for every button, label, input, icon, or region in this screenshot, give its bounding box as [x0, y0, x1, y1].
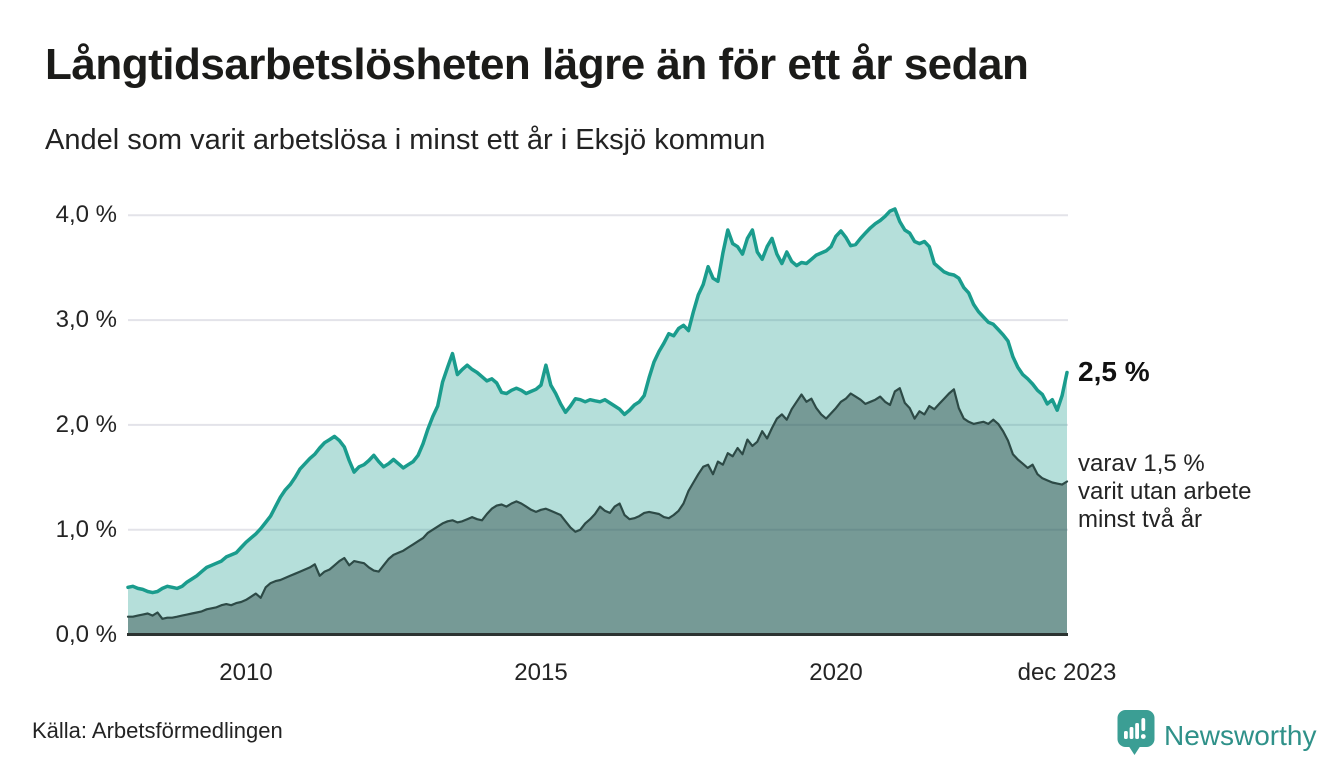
latest-value-label: 2,5 % [1078, 356, 1150, 387]
annotation-line: varav 1,5 % [1078, 450, 1205, 477]
annotation-line: varit utan arbete [1078, 478, 1252, 505]
y-axis-label: 0,0 % [55, 621, 117, 648]
page-subtitle: Andel som varit arbetslösa i minst ett å… [45, 124, 766, 156]
source-note: Källa: Arbetsförmedlingen [32, 718, 283, 743]
x-axis-label: 2015 [514, 659, 568, 686]
y-axis-label: 1,0 % [55, 516, 117, 543]
y-axis-label: 3,0 % [55, 306, 117, 333]
newsworthy-bubble-icon [1117, 710, 1155, 755]
x-axis-label: 2020 [809, 659, 863, 686]
x-axis-label: 2010 [219, 659, 273, 686]
area-fill-min-one-year [128, 209, 1067, 635]
annotation-line: minst två år [1078, 506, 1203, 533]
page-title: Långtidsarbetslösheten lägre än för ett … [45, 40, 1029, 89]
y-axis-label: 2,0 % [55, 411, 117, 438]
line-min-two-years [126, 387, 1069, 620]
newsworthy-logo: Newsworthy [1117, 708, 1316, 756]
x-axis-label: dec 2023 [1017, 659, 1117, 686]
brand-name: Newsworthy [1164, 720, 1317, 751]
secondary-series-annotation: varav 1,5 % varit utan arbete minst två … [1078, 450, 1251, 534]
line-min-one-year [126, 207, 1069, 595]
y-axis-label: 4,0 % [55, 201, 117, 228]
